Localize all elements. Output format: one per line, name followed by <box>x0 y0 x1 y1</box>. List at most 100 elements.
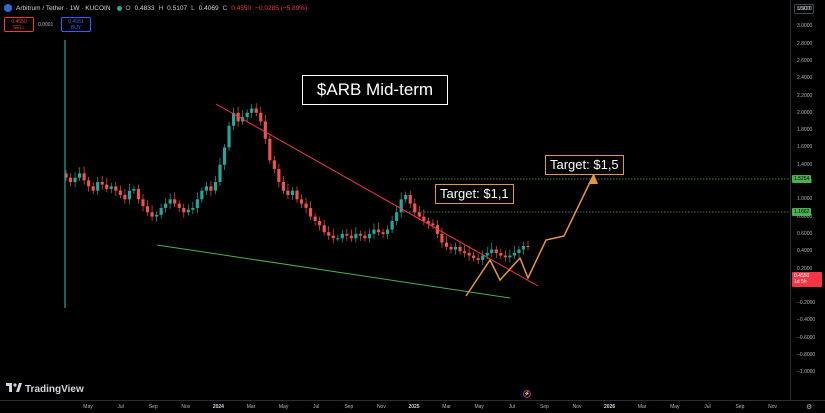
candle-down <box>494 249 498 253</box>
candle-up <box>395 212 399 221</box>
candle-down <box>499 252 503 256</box>
time-tick-label: Sep <box>735 404 745 410</box>
candle-up <box>159 207 163 215</box>
symbol-title[interactable]: Arbitrum / Tether · 1W · KUCOIN <box>16 4 111 12</box>
candle-up <box>109 186 113 189</box>
sell-label: SELL <box>12 25 26 31</box>
candle-up <box>250 108 254 113</box>
candle-up <box>490 249 494 253</box>
gear-icon[interactable]: ⚙ <box>806 404 813 411</box>
candle-up <box>186 209 190 213</box>
time-tick-label: Nov <box>376 404 386 410</box>
price-tick-label: −1.0000 <box>797 369 816 376</box>
candle-down <box>236 112 240 122</box>
candle-down <box>141 199 145 207</box>
candle-down <box>417 212 421 217</box>
candle-down <box>358 233 362 236</box>
time-axis[interactable] <box>0 400 825 413</box>
candle-down <box>440 233 444 243</box>
level-badge-lower: 1.1662 <box>792 208 812 216</box>
candle-up <box>78 173 82 178</box>
price-axis[interactable] <box>790 0 825 400</box>
candle-down <box>268 138 272 161</box>
time-tick-label: May <box>278 404 289 410</box>
candle-up <box>336 238 340 240</box>
price-tick-label: 3.2000 <box>797 6 813 12</box>
time-tick-label: 2025 <box>408 404 420 410</box>
open-label: O <box>125 4 131 12</box>
candle-down <box>476 258 480 260</box>
time-tick-label: 2024 <box>212 404 224 410</box>
price-tick-label: −0.6000 <box>797 334 816 341</box>
candle-down <box>259 112 263 122</box>
candle-up <box>386 229 390 234</box>
time-tick-label: Sep <box>539 404 549 410</box>
candle-up <box>73 177 77 182</box>
candle-up <box>96 182 100 191</box>
candle-down <box>381 232 385 234</box>
candle-down <box>105 184 109 189</box>
currency-selector[interactable]: USDT <box>794 4 814 14</box>
candle-down <box>64 173 68 178</box>
candle-down <box>449 246 453 250</box>
low-value: 0.4069 <box>198 4 219 12</box>
buy-label: BUY <box>70 25 82 31</box>
tradingview-mark-svg <box>6 383 22 392</box>
candle-down <box>263 121 267 139</box>
close-label: C <box>222 4 228 12</box>
candle-down <box>281 182 285 191</box>
time-tick-label: Nov <box>181 404 191 410</box>
tradingview-logo: TradingView <box>6 383 84 395</box>
price-tick-label: 0.4000 <box>797 248 813 255</box>
candle-up <box>290 190 295 195</box>
spread-value: 0.0001 <box>38 22 54 28</box>
time-tick-label: May <box>474 404 484 410</box>
price-tick-label: 0.2000 <box>797 265 813 272</box>
candle-down <box>304 203 308 208</box>
sell-price: 0.4550 <box>11 19 27 25</box>
chart-title-annotation[interactable]: $ARB Mid-term <box>302 75 448 105</box>
bar-countdown: 1d 5h <box>794 279 807 285</box>
candle-down <box>100 182 104 185</box>
price-tick-label: −0.4000 <box>797 317 816 324</box>
price-tick-label: 2.2000 <box>797 92 813 99</box>
candle-up <box>517 249 521 253</box>
candle-up <box>367 233 372 239</box>
candle-down <box>318 220 322 226</box>
candle-down <box>91 186 95 191</box>
candle-up <box>218 164 222 182</box>
candle-down <box>295 190 299 200</box>
candle-down <box>503 255 507 258</box>
candle-down <box>254 108 258 113</box>
price-chart[interactable] <box>0 0 790 400</box>
candle-down <box>272 160 276 170</box>
candle-down <box>123 194 127 200</box>
tradingview-mark-icon <box>6 383 22 395</box>
open-value: 0.4833 <box>134 4 155 12</box>
time-tick-label: May <box>83 404 93 410</box>
price-tick-label: 2.4000 <box>797 75 813 82</box>
time-tick-label: Jul <box>704 404 711 410</box>
time-tick-label: Nov <box>768 404 778 410</box>
candle-up <box>508 255 512 258</box>
candle-up <box>232 112 236 126</box>
time-tick-label: Mar <box>637 404 647 410</box>
buy-button[interactable]: 0.4551 BUY <box>61 17 91 32</box>
flash-icon[interactable]: ⚡ <box>523 390 531 398</box>
candle-down <box>349 235 353 239</box>
candle-down <box>426 220 430 224</box>
candle-down <box>313 216 317 221</box>
candle-down <box>309 207 313 217</box>
candle-up <box>453 246 458 250</box>
target2-annotation[interactable]: Target: $1,5 <box>545 155 624 175</box>
candle-up <box>227 125 231 148</box>
candle-up <box>155 214 159 217</box>
target1-annotation[interactable]: Target: $1,1 <box>435 184 514 204</box>
candle-up <box>399 199 403 213</box>
price-tick-label: 2.8000 <box>797 40 813 47</box>
time-tick-label: Mar <box>246 404 256 410</box>
candle-up <box>481 255 485 260</box>
price-tick-label: 1.4000 <box>797 161 813 168</box>
candle-up <box>404 194 408 200</box>
sell-button[interactable]: 0.4550 SELL <box>4 17 34 32</box>
